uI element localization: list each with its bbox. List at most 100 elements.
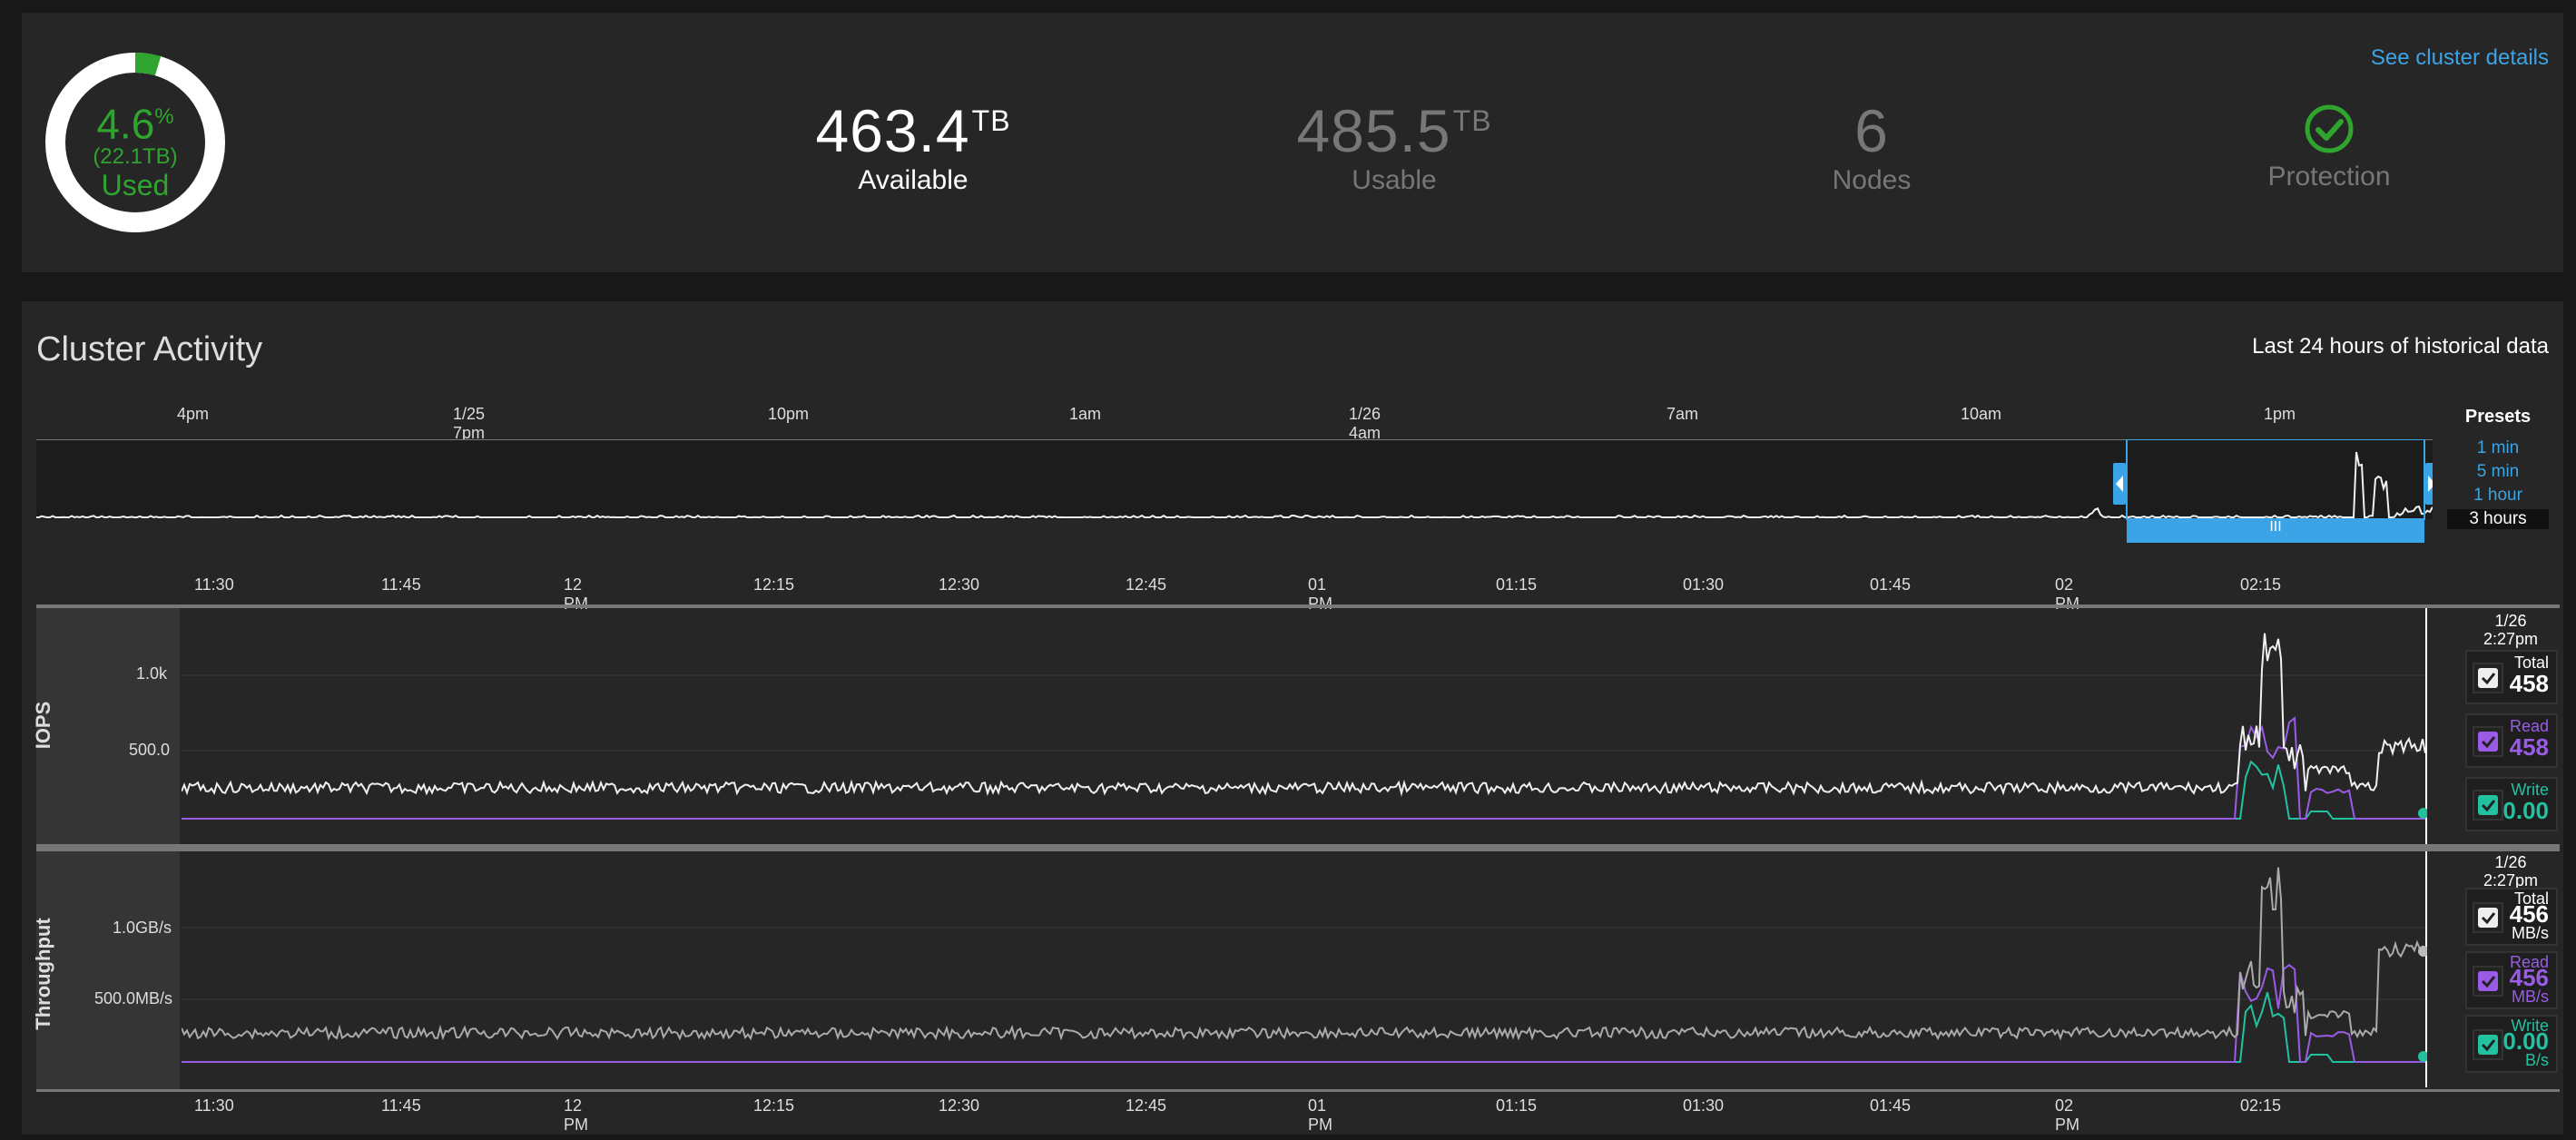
iops-chart: IOPS 1.0k 500.0 1/26 2:27pm Total 458 Re… — [32, 604, 2560, 844]
iops-axis-title: IOPS — [32, 701, 54, 750]
detail-tick: 12:15 — [753, 575, 795, 594]
detail-tick: 11:30 — [194, 575, 234, 594]
check-icon — [2481, 800, 2496, 812]
nodes-stat: 6 Nodes — [1690, 96, 2053, 196]
throughput-total-value: 456 — [2509, 900, 2549, 928]
check-icon — [2481, 673, 2496, 685]
detail-tick: 01 PM — [1308, 575, 1332, 613]
usage-readout: 4.6% (22.1TB) Used — [42, 96, 229, 201]
iops-write-value: 0.00 — [2502, 797, 2549, 824]
cluster-activity-panel: Cluster Activity Last 24 hours of histor… — [22, 301, 2563, 1135]
protection-label: Protection — [2267, 162, 2391, 192]
iops-plot[interactable] — [182, 608, 2427, 844]
throughput-chart: Throughput 1.0GB/s 500.0MB/s 1/26 2:27pm… — [32, 844, 2560, 1089]
detail-tick: 01:30 — [1683, 1096, 1725, 1115]
iops-write-label: Write — [2511, 781, 2549, 799]
see-cluster-details-link[interactable]: See cluster details — [2370, 45, 2549, 70]
usable-unit: TB — [1452, 104, 1492, 137]
throughput-total-unit: MB/s — [2511, 924, 2549, 942]
write-checkbox[interactable] — [2473, 790, 2503, 821]
available-stat: 463.4TB Available — [732, 96, 1095, 196]
throughput-timestamp-time: 2:27pm — [2483, 871, 2539, 889]
detail-tick: 01:45 — [1870, 1096, 1912, 1115]
detail-tick: 12 PM — [564, 575, 588, 613]
throughput-axis-title: Throughput — [32, 918, 54, 1030]
throughput-total-legend[interactable]: Total 456 MB/s — [2465, 888, 2558, 946]
detail-tick: 02:15 — [2240, 575, 2282, 594]
available-label: Available — [858, 165, 968, 195]
total-checkbox[interactable] — [2473, 663, 2503, 693]
detail-tick: 02 PM — [2055, 1096, 2079, 1134]
usage-donut — [45, 53, 225, 232]
preset-1-min[interactable]: 1 min — [2476, 438, 2520, 457]
detail-tick: 12:45 — [1126, 1096, 1167, 1115]
usable-value: 485.5 — [1296, 97, 1451, 164]
usage-donut-used-arc — [45, 53, 225, 232]
total-checkbox[interactable] — [2473, 902, 2503, 933]
iops-read-legend[interactable]: Read 458 — [2465, 713, 2558, 768]
iops-timestamp-time: 2:27pm — [2483, 630, 2539, 648]
read-checkbox[interactable] — [2473, 726, 2503, 757]
detail-tick: 12 PM — [564, 1096, 588, 1134]
iops-y-tick: 500.0 — [129, 741, 171, 759]
nodes-label: Nodes — [1832, 165, 1912, 195]
throughput-write-unit: B/s — [2524, 1051, 2549, 1069]
throughput-total-label: Total — [2513, 889, 2549, 908]
throughput-read-line — [182, 963, 2425, 1063]
throughput-total-line — [182, 867, 2426, 1041]
detail-tick: 12:30 — [939, 1096, 980, 1115]
overview-timeline[interactable] — [36, 439, 2433, 545]
throughput-write-value: 0.00 — [2502, 1027, 2549, 1055]
used-label: Used — [101, 169, 170, 202]
throughput-y-tick: 500.0MB/s — [94, 989, 173, 1007]
throughput-read-label: Read — [2509, 953, 2549, 971]
iops-total-legend[interactable]: Total 458 — [2465, 650, 2558, 704]
detail-tick: 02 PM — [2055, 575, 2079, 613]
throughput-plot[interactable] — [182, 851, 2427, 1087]
detail-tick: 12:30 — [939, 575, 980, 594]
throughput-write-label: Write — [2511, 1017, 2549, 1035]
overview-tick: 1/25 7pm — [453, 405, 486, 442]
presets-title: Presets — [2464, 407, 2532, 427]
read-checkbox[interactable] — [2473, 966, 2503, 997]
detail-tick: 01:30 — [1683, 575, 1725, 594]
throughput-y-tick: 1.0GB/s — [113, 919, 172, 937]
preset-3-hours[interactable]: 3 hours — [2447, 509, 2549, 529]
check-icon — [2481, 736, 2496, 749]
iops-total-value: 458 — [2509, 670, 2549, 697]
overview-tick: 10pm — [768, 405, 810, 423]
detail-tick: 01:15 — [1496, 575, 1538, 594]
detail-tick: 01:15 — [1496, 1096, 1538, 1115]
detail-tick: 12:15 — [753, 1096, 795, 1115]
detail-tick: 11:45 — [381, 575, 421, 594]
available-value: 463.4 — [815, 97, 970, 164]
iops-read-value: 458 — [2509, 733, 2549, 761]
detail-tick: 11:30 — [194, 1096, 234, 1115]
detail-tick: 12:45 — [1126, 575, 1167, 594]
check-icon — [2481, 1039, 2496, 1052]
throughput-timestamp-date: 1/26 — [2494, 853, 2527, 871]
overview-tick: 1am — [1069, 405, 1102, 423]
detail-tick: 01 PM — [1308, 1096, 1332, 1134]
usable-label: Usable — [1352, 165, 1437, 195]
throughput-timestamp: 1/26 2:27pm — [2465, 853, 2556, 889]
overview-tick: 7am — [1667, 405, 1699, 423]
preset-5-min[interactable]: 5 min — [2476, 462, 2520, 481]
iops-read-line — [182, 716, 2425, 820]
throughput-write-legend[interactable]: Write 0.00 B/s — [2465, 1015, 2558, 1073]
iops-write-legend[interactable]: Write 0.00 — [2465, 777, 2558, 831]
throughput-read-legend[interactable]: Read 456 MB/s — [2465, 951, 2558, 1009]
iops-timestamp-date: 1/26 — [2494, 612, 2527, 630]
overview-tick: 10am — [1961, 405, 2002, 423]
used-percent-unit: % — [154, 104, 174, 129]
activity-title: Cluster Activity — [36, 330, 263, 369]
iops-total-label: Total — [2513, 654, 2549, 672]
write-checkbox[interactable] — [2473, 1029, 2503, 1060]
brush-drag-bar[interactable] — [2127, 519, 2424, 543]
iops-read-label: Read — [2509, 717, 2549, 735]
iops-cursor-dot — [2418, 808, 2427, 819]
capacity-summary-panel: 4.6% (22.1TB) Used 463.4TB Available 485… — [22, 13, 2563, 272]
detail-tick: 01:45 — [1870, 575, 1912, 594]
preset-1-hour[interactable]: 1 hour — [2473, 486, 2522, 505]
throughput-cursor-dot-total — [2418, 946, 2427, 957]
